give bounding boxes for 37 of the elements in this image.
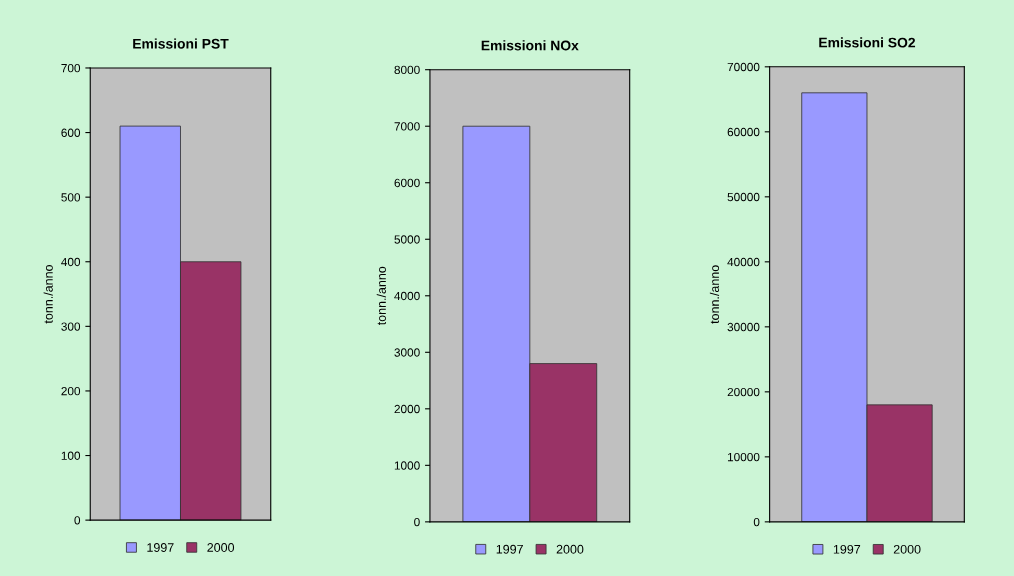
legend-label: 2000 [207, 543, 235, 552]
y-tick-label: 60000 [727, 127, 760, 137]
y-tick-label: 1000 [394, 461, 420, 470]
y-tick-label: 20000 [727, 387, 760, 397]
y-tick-label: 200 [61, 386, 81, 396]
y-tick-label: 2000 [394, 404, 420, 414]
y-tick-label: 100 [61, 451, 81, 460]
y-tick-label: 70000 [727, 62, 760, 72]
y-tick-label: 7000 [394, 122, 420, 131]
chart-title: Emissioni SO2 [819, 37, 916, 48]
y-axis-title: tonn./anno [376, 266, 386, 326]
y-axis-title: tonn./anno [709, 265, 720, 324]
legend-label: 1997 [833, 544, 861, 554]
y-axis-title: tonn./anno [43, 265, 53, 324]
y-tick-label: 10000 [727, 452, 760, 462]
legend-label: 1997 [147, 543, 174, 552]
y-tick-label: 50000 [727, 192, 760, 202]
y-tick-label: 40000 [727, 257, 760, 267]
y-tick-label: 600 [61, 128, 81, 137]
legend-label: 1997 [496, 544, 523, 554]
legend-label: 2000 [556, 544, 584, 554]
y-tick-label: 5000 [394, 235, 420, 244]
y-tick-label: 500 [61, 193, 81, 202]
y-tick-label: 0 [74, 516, 81, 525]
y-tick-label: 8000 [394, 65, 420, 75]
y-tick-label: 4000 [394, 291, 420, 301]
chart-title: Emissioni PST [133, 38, 229, 49]
y-tick-label: 300 [61, 322, 81, 331]
y-tick-label: 400 [61, 257, 81, 267]
y-tick-label: 700 [61, 64, 81, 73]
y-tick-label: 0 [414, 517, 420, 527]
y-tick-label: 6000 [394, 178, 420, 188]
legend-label: 2000 [893, 544, 921, 554]
y-tick-label: 0 [753, 517, 760, 527]
y-tick-label: 3000 [394, 348, 420, 357]
chart-title: Emissioni NOx [481, 40, 579, 51]
y-tick-label: 30000 [727, 322, 760, 332]
